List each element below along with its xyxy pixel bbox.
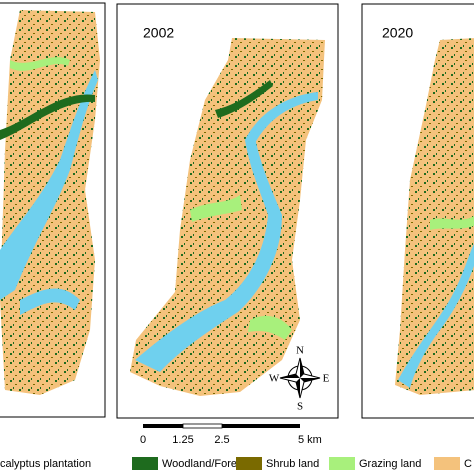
legend-label: calyptus plantation <box>0 458 91 470</box>
scale-label: 5 km <box>298 434 322 446</box>
right-panel: 2020 <box>361 3 474 419</box>
middle-panel: 2002 N S W E <box>116 3 339 419</box>
legend-swatch <box>434 457 460 470</box>
legend-label: Woodland/Forest <box>162 458 246 470</box>
legend-swatch <box>132 457 158 470</box>
legend-swatch <box>329 457 355 470</box>
compass-label: S <box>297 401 303 413</box>
panel-year: 2020 <box>382 25 413 41</box>
legend-label: Shrub land <box>266 458 319 470</box>
compass-label: N <box>296 345 304 357</box>
left-panel <box>0 2 106 418</box>
panel-year: 2002 <box>143 25 174 41</box>
scale-label: 2.5 <box>214 434 229 446</box>
legend: calyptus plantation Woodland/Forest Shru… <box>0 457 472 470</box>
legend-swatch <box>236 457 262 470</box>
scale-bar: 0 1.25 2.5 5 km <box>140 423 322 446</box>
legend-label: C <box>464 458 472 470</box>
scale-label: 0 <box>140 434 146 446</box>
legend-label: Grazing land <box>359 458 421 470</box>
compass-label: W <box>269 373 280 385</box>
compass: N S W E <box>269 345 330 413</box>
compass-label: E <box>323 373 330 385</box>
scale-label: 1.25 <box>172 434 193 446</box>
